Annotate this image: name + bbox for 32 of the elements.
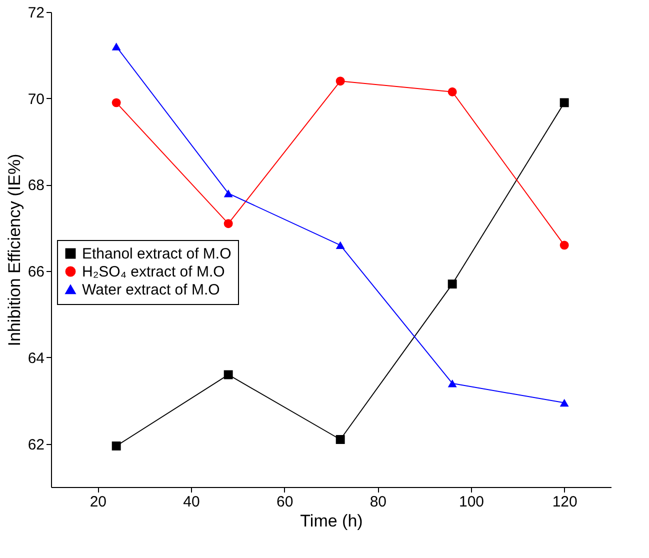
y-tick-label: 62: [28, 436, 44, 454]
point: [224, 189, 233, 198]
point: [336, 241, 345, 250]
legend-label: Water extract of M.O: [82, 282, 220, 298]
x-tick-label: 40: [183, 494, 200, 510]
point: [448, 280, 457, 289]
point: [336, 435, 345, 444]
point: [560, 98, 569, 108]
point: [560, 240, 569, 250]
point: [448, 379, 457, 388]
point: [224, 219, 233, 228]
x-tick-label: 80: [370, 494, 387, 510]
x-axis-title: Time (h): [300, 512, 363, 530]
y-tick-label: 64: [28, 350, 44, 367]
y-axis-title: Inhibition Efficiency (IE%): [4, 154, 24, 346]
point: [560, 398, 569, 407]
legend-label: H₂SO₄ extract of M.O: [82, 264, 225, 280]
x-tick-label: 20: [90, 494, 107, 510]
y-tick-label: 66: [28, 264, 44, 281]
point: [224, 370, 233, 380]
y-tick-label: 72: [28, 4, 44, 22]
point: [448, 87, 457, 96]
point: [112, 442, 121, 450]
point: [112, 42, 121, 50]
x-tick-label: 60: [276, 494, 294, 510]
y-tick-label: 70: [28, 90, 44, 108]
point: [336, 76, 345, 86]
legend-label: Ethanol extract of M.O: [82, 246, 232, 262]
x-tick-label: 120: [552, 494, 578, 510]
point: [112, 98, 121, 108]
x-tick-label: 100: [458, 494, 484, 510]
y-tick-label: 68: [28, 177, 44, 194]
